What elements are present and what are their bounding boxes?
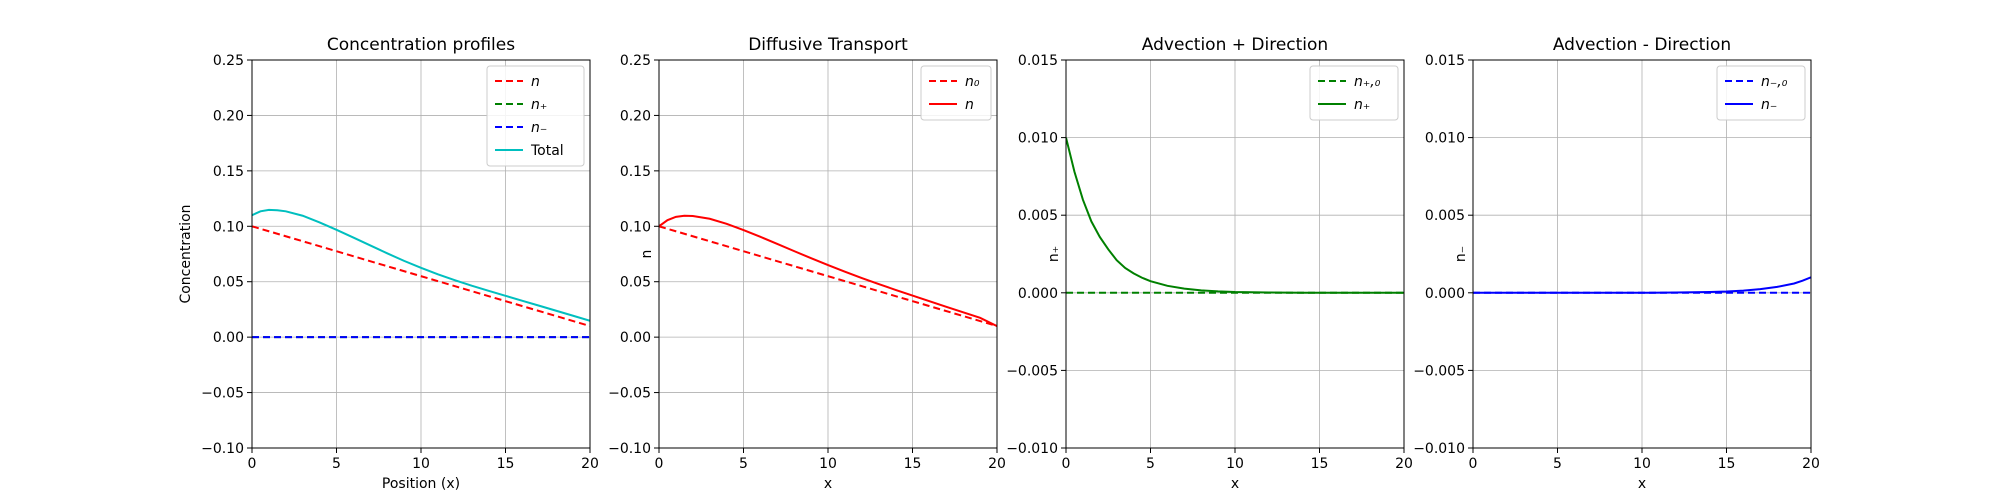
legend-label: n₊ [1354, 97, 1370, 113]
y-tick-label: 0.00 [213, 330, 244, 346]
x-tick-label: 0 [1469, 456, 1478, 472]
y-tick-label: 0.005 [1018, 208, 1058, 224]
x-tick-label: 0 [1062, 456, 1071, 472]
y-tick-label: 0.25 [620, 53, 651, 69]
legend: n₀ n [920, 65, 992, 121]
y-tick-label: 0.05 [620, 275, 651, 291]
y-tick-label: 0.25 [213, 53, 244, 69]
x-tick-label: 5 [739, 456, 748, 472]
legend-label: n₋ [1761, 97, 1777, 113]
x-axis-label: Position (x) [382, 476, 460, 492]
x-tick-label: 20 [1802, 456, 1820, 472]
chart-panel-2: 0 5 10 15 20 −0.10 −0.05 0.00 0.05 0.10 0.15 0.20 0.… [608, 35, 1006, 492]
x-tick-label: 0 [655, 456, 664, 472]
series-group [1066, 137, 1404, 294]
y-tick-label: 0.15 [620, 164, 651, 180]
y-tick-label: 0.015 [1018, 53, 1058, 69]
y-axis-label: n [639, 250, 655, 259]
y-tick-label: 0.005 [1425, 208, 1465, 224]
legend-label: Total [530, 143, 564, 159]
y-axis-label: n₊ [1046, 246, 1062, 262]
legend-label: n₋ [531, 120, 547, 136]
series-line-2 [1473, 276, 1811, 294]
chart-title: Advection + Direction [1142, 35, 1328, 55]
legend-label: n₀ [965, 74, 980, 90]
y-tick-label: −0.10 [608, 441, 651, 457]
x-axis-label: x [1231, 476, 1239, 492]
chart-title: Concentration profiles [327, 35, 515, 55]
x-tick-label: 15 [1718, 456, 1736, 472]
x-tick-label: 5 [332, 456, 341, 472]
legend-label: n [965, 97, 974, 113]
y-tick-label: −0.005 [1006, 363, 1058, 379]
y-tick-label: 0.010 [1425, 131, 1465, 147]
y-axis-label: n₋ [1453, 246, 1469, 262]
chart-title: Diffusive Transport [748, 35, 908, 55]
y-tick-label: −0.05 [608, 386, 651, 402]
legend-box [1309, 65, 1399, 121]
legend: n n₊ n₋ Total [486, 65, 585, 167]
x-tick-label: 20 [988, 456, 1006, 472]
y-tick-label: 0.00 [620, 330, 651, 346]
x-tick-label: 20 [1395, 456, 1413, 472]
chart-panel-4: 0 5 10 15 20 −0.010 −0.005 0.000 0.005 0.010 0.015… [1413, 35, 1820, 492]
legend-box [920, 65, 992, 121]
y-tick-label: −0.05 [201, 386, 244, 402]
x-tick-label: 10 [1226, 456, 1244, 472]
legend-label: n₊ [531, 97, 547, 113]
series-line-2 [659, 214, 997, 327]
series-group [252, 208, 590, 339]
y-tick-label: 0.10 [213, 219, 244, 235]
series-group [659, 214, 997, 328]
legend: n₋,₀ n₋ [1716, 65, 1806, 121]
y-tick-label: −0.005 [1413, 363, 1465, 379]
series-line-2 [1066, 137, 1404, 294]
y-tick-label: 0.000 [1425, 286, 1465, 302]
x-tick-label: 20 [581, 456, 599, 472]
y-tick-label: 0.000 [1018, 286, 1058, 302]
x-tick-label: 15 [497, 456, 515, 472]
legend-label: n₋,₀ [1761, 74, 1788, 90]
y-tick-label: 0.10 [620, 219, 651, 235]
x-tick-label: 10 [412, 456, 430, 472]
y-tick-label: 0.15 [213, 164, 244, 180]
legend-label: n₊,₀ [1354, 74, 1381, 90]
chart-panel-1: 0 5 10 15 20 −0.10 −0.05 0.00 0.05 0.10 0.15 0.20 0.… [178, 35, 599, 492]
legend-box [1716, 65, 1806, 121]
y-tick-label: 0.015 [1425, 53, 1465, 69]
y-tick-label: 0.010 [1018, 131, 1058, 147]
chart-title: Advection - Direction [1553, 35, 1731, 55]
y-axis-label: Concentration [178, 204, 194, 303]
y-tick-label: 0.20 [620, 108, 651, 124]
x-axis-label: x [824, 476, 832, 492]
x-tick-label: 0 [248, 456, 257, 472]
series-line-1 [252, 225, 590, 328]
series-group [1473, 276, 1811, 294]
x-axis-label: x [1638, 476, 1646, 492]
chart-panel-3: 0 5 10 15 20 −0.010 −0.005 0.000 0.005 0.010 0.015… [1006, 35, 1413, 492]
y-tick-label: 0.05 [213, 275, 244, 291]
x-tick-label: 15 [904, 456, 922, 472]
series-line-1 [659, 225, 997, 328]
y-tick-label: −0.010 [1413, 441, 1465, 457]
y-tick-label: −0.10 [201, 441, 244, 457]
x-tick-label: 15 [1311, 456, 1329, 472]
y-tick-label: 0.20 [213, 108, 244, 124]
x-tick-label: 10 [819, 456, 837, 472]
y-tick-label: −0.010 [1006, 441, 1058, 457]
x-tick-label: 5 [1146, 456, 1155, 472]
series-line-4 [252, 208, 590, 322]
legend-box [486, 65, 585, 167]
x-tick-label: 5 [1553, 456, 1562, 472]
legend: n₊,₀ n₊ [1309, 65, 1399, 121]
x-tick-label: 10 [1633, 456, 1651, 472]
legend-label: n [531, 74, 540, 90]
